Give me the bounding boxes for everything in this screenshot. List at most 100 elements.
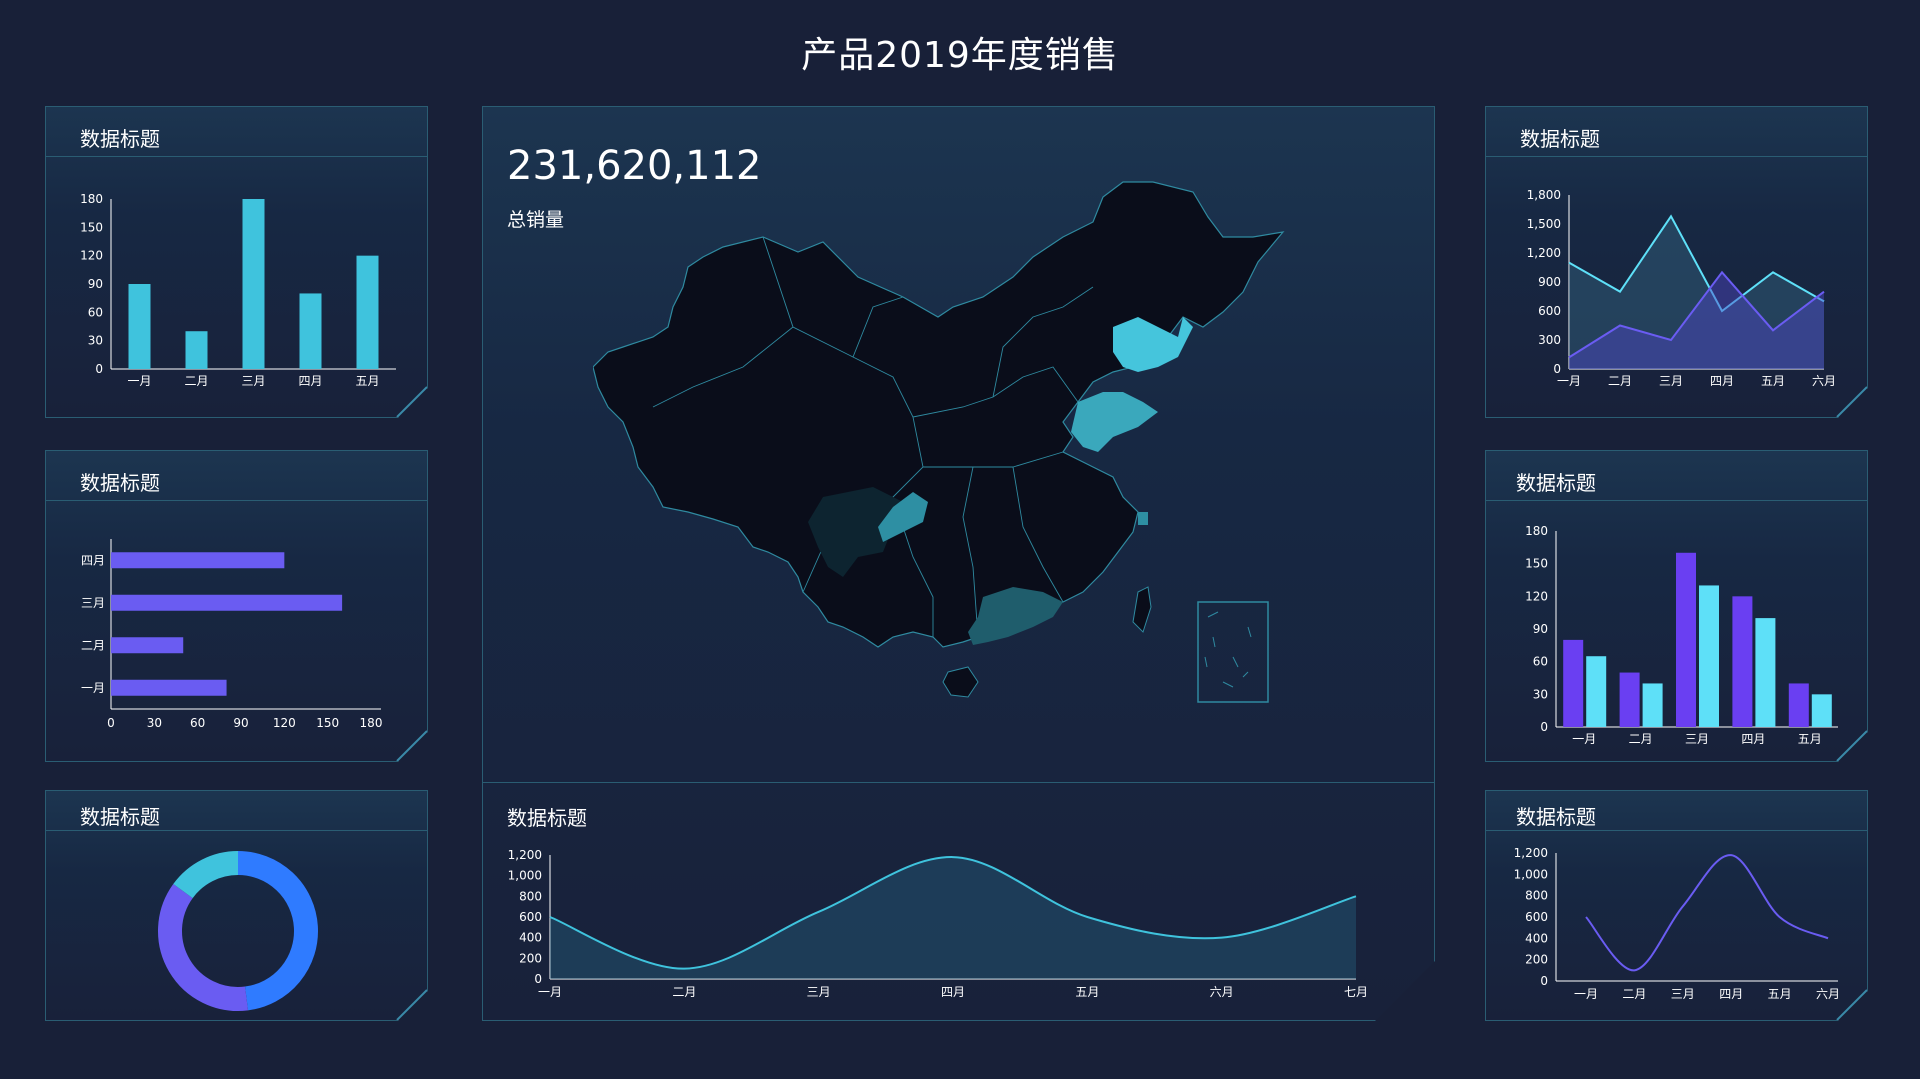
bar bbox=[1732, 596, 1752, 727]
bar bbox=[111, 595, 342, 611]
x-tick-label: 三月 bbox=[1685, 732, 1709, 746]
panel-header: 数据标题 bbox=[46, 451, 427, 501]
panel-title: 数据标题 bbox=[80, 805, 160, 829]
bar bbox=[1789, 683, 1809, 727]
map-hainan bbox=[943, 667, 978, 697]
x-tick-label: 90 bbox=[233, 716, 248, 730]
x-tick-label: 四月 bbox=[1710, 374, 1734, 388]
x-tick-label: 一月 bbox=[538, 985, 562, 999]
y-tick-label: 1,000 bbox=[1514, 867, 1548, 881]
y-tick-label: 三月 bbox=[81, 596, 105, 610]
y-tick-label: 150 bbox=[80, 220, 103, 234]
panel-top-right: 数据标题 0 300 600 900 1,200 1,500 1,800 一月 二月 三月 四月 五月… bbox=[1485, 106, 1868, 418]
bar bbox=[129, 284, 151, 369]
y-tick-label: 400 bbox=[1525, 931, 1548, 945]
y-tick-label: 600 bbox=[1538, 304, 1561, 318]
x-tick-label: 一月 bbox=[1557, 374, 1581, 388]
x-tick-label: 三月 bbox=[807, 985, 831, 999]
x-tick-label: 五月 bbox=[1798, 732, 1822, 746]
y-tick-label: 200 bbox=[1525, 953, 1548, 967]
y-tick-label: 180 bbox=[80, 192, 103, 206]
x-tick-label: 一月 bbox=[1574, 987, 1598, 1001]
panel-bottom-left: 数据标题 bbox=[45, 790, 428, 1021]
y-tick-label: 90 bbox=[88, 277, 103, 291]
x-tick-label: 0 bbox=[107, 716, 115, 730]
y-tick-label: 30 bbox=[88, 334, 103, 348]
panel-bottom-right: 数据标题 0 200 400 600 800 1,000 1,200 一月 二月 三月 四月 五月 六月 bbox=[1485, 790, 1868, 1021]
series-area bbox=[1569, 272, 1824, 369]
panel-header: 数据标题 bbox=[1486, 107, 1867, 157]
bar bbox=[357, 256, 379, 369]
bar bbox=[1563, 640, 1583, 727]
map-borders bbox=[653, 237, 1093, 637]
map-region-chongqing bbox=[878, 492, 928, 542]
series-line bbox=[550, 857, 1356, 969]
series-area bbox=[1569, 216, 1824, 369]
panel-header: 数据标题 bbox=[46, 107, 427, 157]
map-region-liaoning bbox=[1113, 317, 1193, 372]
panel-mid-right: 数据标题 0 30 60 90 120 150 180 一月 二月 三月 四月 五月 bbox=[1485, 450, 1868, 762]
panel-header: 数据标题 bbox=[1486, 451, 1867, 501]
x-tick-label: 二月 bbox=[1608, 374, 1632, 388]
map-region-shandong bbox=[1071, 392, 1158, 452]
bar bbox=[1676, 553, 1696, 727]
bar bbox=[111, 637, 183, 653]
y-tick-label: 200 bbox=[519, 951, 542, 965]
x-tick-label: 五月 bbox=[355, 374, 379, 388]
map-south-sea-inset bbox=[1198, 602, 1268, 702]
center-divider bbox=[483, 782, 1434, 783]
page-title: 产品2019年度销售 bbox=[801, 35, 1119, 76]
panel-title: 数据标题 bbox=[80, 471, 160, 495]
x-tick-label: 四月 bbox=[1719, 987, 1743, 1001]
panel-center: 231,620,112 总销量 数据标题 0 200 400 600 800 1,000 1… bbox=[482, 106, 1435, 1021]
x-tick-label: 二月 bbox=[184, 374, 208, 388]
panel-mid-left: 数据标题 0 30 60 90 120 150 180 一月 二月 三月 四月 bbox=[45, 450, 428, 762]
map-region-sichuan bbox=[808, 487, 903, 577]
panel-title: 数据标题 bbox=[1516, 805, 1596, 829]
x-tick-label: 一月 bbox=[1572, 732, 1596, 746]
series-line bbox=[1569, 272, 1824, 357]
line-chart: 0 200 400 600 800 1,000 1,200 一月 二月 三月 四月 五月 六月 bbox=[1486, 791, 1869, 1022]
y-tick-label: 120 bbox=[80, 249, 103, 263]
bar bbox=[1812, 694, 1832, 727]
grouped-bar-chart: 0 30 60 90 120 150 180 一月 二月 三月 四月 五月 bbox=[1486, 451, 1869, 763]
y-tick-label: 30 bbox=[1533, 687, 1548, 701]
y-tick-label: 二月 bbox=[81, 638, 105, 652]
y-tick-label: 一月 bbox=[81, 681, 105, 695]
y-tick-label: 60 bbox=[88, 305, 103, 319]
bar bbox=[243, 199, 265, 369]
panel-title: 数据标题 bbox=[1520, 127, 1600, 151]
map-inset-islands bbox=[1205, 612, 1251, 687]
total-sales-label: 总销量 bbox=[507, 209, 565, 231]
panel-header: 数据标题 bbox=[1486, 791, 1867, 831]
panel-top-left: 数据标题 0 30 60 90 120 150 180 一月 二月 三月 四月 五月 bbox=[45, 106, 428, 418]
y-tick-label: 1,200 bbox=[1527, 246, 1561, 260]
x-tick-label: 一月 bbox=[127, 374, 151, 388]
map-taiwan bbox=[1133, 587, 1151, 632]
y-tick-label: 800 bbox=[519, 889, 542, 903]
y-tick-label: 1,500 bbox=[1527, 217, 1561, 231]
x-tick-label: 四月 bbox=[298, 374, 322, 388]
x-tick-label: 二月 bbox=[1629, 732, 1653, 746]
x-tick-label: 五月 bbox=[1768, 987, 1792, 1001]
y-tick-label: 120 bbox=[1525, 589, 1548, 603]
bar bbox=[1755, 618, 1775, 727]
donut-chart bbox=[46, 791, 429, 1022]
center-chart-title: 数据标题 bbox=[507, 806, 587, 830]
x-tick-label: 180 bbox=[360, 716, 383, 730]
donut-slice bbox=[238, 863, 306, 998]
x-tick-label: 六月 bbox=[1210, 985, 1234, 999]
x-tick-label: 三月 bbox=[1659, 374, 1683, 388]
series-area bbox=[550, 857, 1356, 979]
y-tick-label: 0 bbox=[534, 972, 542, 986]
bar bbox=[1620, 673, 1640, 727]
map-region-shanghai bbox=[1138, 512, 1148, 525]
donut-slice bbox=[170, 891, 247, 999]
bar bbox=[1643, 683, 1663, 727]
x-tick-label: 三月 bbox=[241, 374, 265, 388]
y-tick-label: 1,000 bbox=[508, 869, 542, 883]
horizontal-bar-chart: 0 30 60 90 120 150 180 一月 二月 三月 四月 bbox=[46, 451, 429, 763]
x-tick-label: 120 bbox=[273, 716, 296, 730]
y-tick-label: 0 bbox=[1540, 720, 1548, 734]
bar bbox=[186, 331, 208, 369]
